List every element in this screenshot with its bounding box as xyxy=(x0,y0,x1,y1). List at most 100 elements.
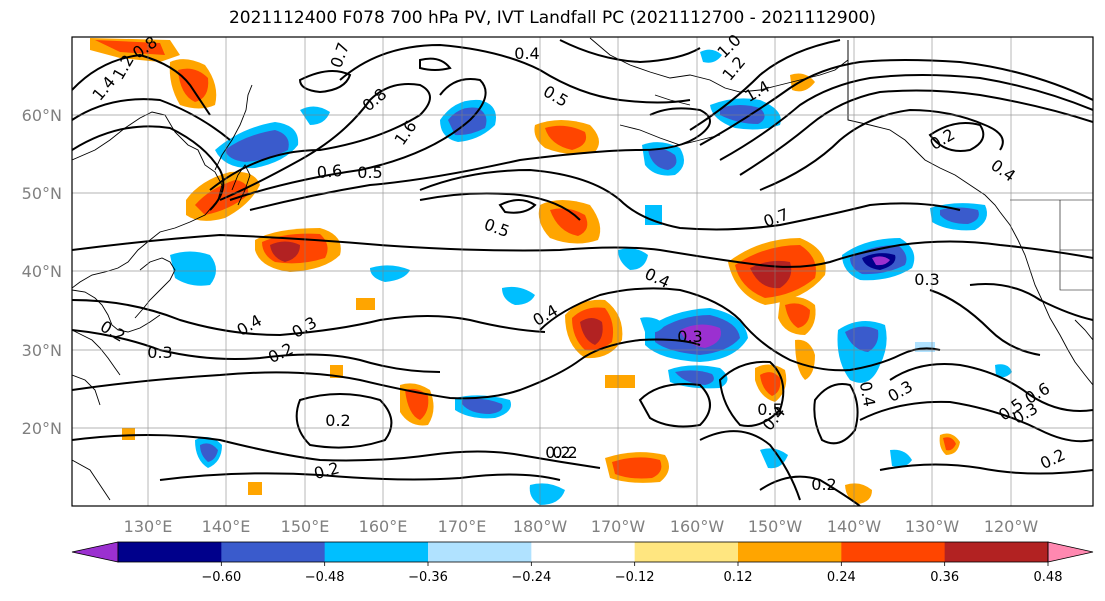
asia-coastline xyxy=(72,84,253,501)
contour-line xyxy=(72,98,231,141)
contour-line xyxy=(72,329,441,373)
contour-line xyxy=(969,283,1093,321)
contour-line xyxy=(419,168,961,231)
lat-label: 50°N xyxy=(22,184,62,203)
colorbar-tick-label: 0.12 xyxy=(724,570,753,585)
coastlines xyxy=(72,37,1093,501)
contour-label: 0.3 xyxy=(677,327,702,346)
contour-line xyxy=(859,400,1093,443)
contour-label-text: 0.3 xyxy=(147,343,172,362)
map-gridlines xyxy=(72,37,1093,506)
contour-line xyxy=(719,74,1093,161)
state-borders xyxy=(847,40,1093,291)
contour-line xyxy=(72,125,225,211)
contour-label: 0.3 xyxy=(147,343,172,362)
contour-line xyxy=(759,108,1004,191)
contour-line xyxy=(559,39,701,64)
contour-label: 0.2 xyxy=(811,475,836,494)
contour-label-text: 0.4 xyxy=(514,44,539,63)
pv-anomaly-nw-japan xyxy=(90,38,217,109)
contour-label-text: 0.2 xyxy=(545,443,570,462)
contour-line xyxy=(638,383,711,428)
contour-line xyxy=(229,78,487,201)
contour-line xyxy=(718,360,785,427)
pv-anomaly-central-north xyxy=(534,120,601,244)
colorbar-segment xyxy=(428,542,532,562)
contour-line xyxy=(539,287,941,372)
contour-line xyxy=(889,363,1093,412)
contour-line xyxy=(209,83,431,201)
map-frame xyxy=(71,36,1094,507)
pv-shading xyxy=(90,38,1012,505)
lon-label: 140°E xyxy=(202,517,251,536)
lon-label: 150°W xyxy=(748,517,803,536)
contour-label: 0.6 xyxy=(316,161,343,182)
pv-anomaly-south xyxy=(122,73,960,504)
map-background xyxy=(72,37,1093,506)
contour-label: 0.4 xyxy=(856,380,879,408)
contour-label: 0.2 xyxy=(325,411,350,430)
lon-label: 170°W xyxy=(591,517,646,536)
map-title: 2021112400 F078 700 hPa PV, IVT Landfall… xyxy=(228,8,876,28)
lon-label: 140°W xyxy=(827,517,882,536)
pv-anomaly-sakhalin xyxy=(186,171,260,221)
lat-label: 30°N xyxy=(22,341,62,360)
contour-label-text: 0.5 xyxy=(757,400,782,419)
colorbar-segment xyxy=(634,542,739,562)
alaska-coastline xyxy=(589,37,1001,213)
colorbar-tick-label: −0.12 xyxy=(615,570,655,585)
contour-line xyxy=(929,289,1041,356)
contour-line xyxy=(419,192,581,221)
contour-line xyxy=(689,39,841,131)
lat-label: 20°N xyxy=(22,419,62,438)
contour-label-text: 0.4 xyxy=(856,380,879,408)
contour-line xyxy=(699,430,801,501)
lon-label: 130°W xyxy=(905,517,960,536)
contour-line xyxy=(72,233,1093,268)
contour-label-text: 0.3 xyxy=(914,270,939,289)
lat-label: 60°N xyxy=(22,106,62,125)
lon-label: 160°E xyxy=(359,517,408,536)
colorbar-segment xyxy=(118,542,222,562)
pv-anomaly-subtropical-central xyxy=(565,299,623,359)
contour-line xyxy=(739,89,1093,176)
colorbar-segment xyxy=(841,542,946,562)
contour-label-text: 0.2 xyxy=(325,411,350,430)
colorbar-segment xyxy=(324,542,429,562)
lon-label: 150°E xyxy=(281,517,330,536)
contour-label-text: 0.5 xyxy=(357,163,382,182)
contour-label-text: 0.2 xyxy=(811,475,836,494)
contour-labels: 0.81.21.40.7 0.40.81.01.21.41.6 0.20.40.50… xyxy=(88,30,1068,494)
contour-line xyxy=(498,199,537,214)
contour-label: 0.3 xyxy=(914,270,939,289)
contour-line xyxy=(419,57,452,71)
lon-label: 160°W xyxy=(670,517,725,536)
contour-line xyxy=(249,107,711,211)
colorbar: −0.60 −0.48 −0.36 −0.24 −0.12 0.12 0.24 0.36 0.4… xyxy=(71,541,1094,585)
latitude-labels: 60°N 50°N 40°N 30°N 20°N xyxy=(22,106,62,438)
contour-line xyxy=(72,338,701,400)
contour-label-text: 0.6 xyxy=(316,161,343,182)
colorbar-segment xyxy=(221,542,326,562)
contour-line xyxy=(295,393,393,449)
lon-label: 120°W xyxy=(984,517,1039,536)
contour-line xyxy=(72,299,546,337)
contour-label: 0.4 xyxy=(514,44,539,63)
contour-label: 0.5 xyxy=(357,163,382,182)
lon-label: 130°E xyxy=(124,517,173,536)
contour-label-text: 0.3 xyxy=(677,327,702,346)
lat-label: 40°N xyxy=(22,262,62,281)
contour-label-text: 0.2 xyxy=(552,443,577,462)
colorbar-tick-label: −0.24 xyxy=(511,570,551,585)
colorbar-segment xyxy=(738,542,842,562)
lon-label: 170°E xyxy=(438,517,487,536)
contour-label: 0.5 xyxy=(757,400,782,419)
contour-line xyxy=(879,463,1093,475)
contour-line xyxy=(72,53,211,116)
contour-line xyxy=(72,434,601,469)
contour-line xyxy=(759,475,861,506)
map-panel: 0.81.21.40.7 0.40.81.01.21.41.6 0.20.40.50… xyxy=(71,30,1094,507)
colorbar-segment xyxy=(531,542,636,562)
colorbar-extension-high xyxy=(1047,541,1094,563)
